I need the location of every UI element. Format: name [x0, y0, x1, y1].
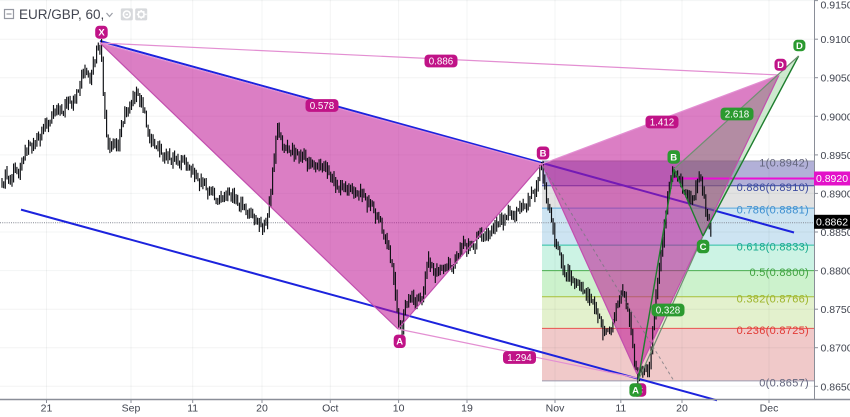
svg-text:0.236(0.8725): 0.236(0.8725)	[737, 325, 809, 337]
svg-text:0.786(0.8881): 0.786(0.8881)	[737, 205, 809, 217]
svg-text:0.8800: 0.8800	[821, 266, 850, 278]
svg-text:Dec: Dec	[760, 403, 779, 415]
svg-text:Nov: Nov	[546, 403, 565, 415]
svg-text:11: 11	[615, 403, 626, 415]
svg-text:0.8850: 0.8850	[821, 227, 850, 239]
svg-text:0.8700: 0.8700	[821, 343, 850, 355]
svg-text:D: D	[777, 60, 784, 71]
svg-text:19: 19	[461, 403, 473, 415]
svg-text:0.9050: 0.9050	[821, 73, 850, 85]
svg-text:0(0.8657): 0(0.8657)	[759, 377, 809, 389]
svg-text:20: 20	[256, 403, 268, 415]
svg-text:0.578: 0.578	[310, 101, 335, 112]
svg-text:1.294: 1.294	[507, 353, 532, 364]
svg-text:0.8862: 0.8862	[816, 216, 848, 228]
svg-text:0.8920: 0.8920	[816, 173, 848, 185]
svg-text:0.5(0.8800): 0.5(0.8800)	[749, 267, 809, 279]
svg-text:C: C	[700, 242, 707, 253]
svg-text:B: B	[540, 148, 547, 159]
svg-text:2.618: 2.618	[725, 110, 750, 121]
svg-text:1(0.8942): 1(0.8942)	[759, 158, 809, 170]
svg-text:0.9000: 0.9000	[821, 111, 850, 123]
svg-text:0.8950: 0.8950	[821, 150, 850, 162]
svg-text:10: 10	[393, 403, 405, 415]
svg-text:0.9100: 0.9100	[821, 34, 850, 46]
svg-text:Sep: Sep	[122, 403, 141, 415]
svg-text:21: 21	[41, 403, 53, 415]
svg-text:A: A	[632, 385, 639, 396]
svg-text:20: 20	[676, 403, 688, 415]
svg-text:0.8750: 0.8750	[821, 304, 850, 316]
svg-text:A: A	[396, 337, 403, 348]
svg-text:0.886(0.8910): 0.886(0.8910)	[737, 182, 809, 194]
svg-text:0.382(0.8766): 0.382(0.8766)	[737, 293, 809, 305]
svg-text:0.8650: 0.8650	[821, 381, 850, 393]
svg-text:0.618(0.8833): 0.618(0.8833)	[737, 242, 809, 254]
svg-text:0.8900: 0.8900	[821, 188, 850, 200]
svg-text:1.412: 1.412	[650, 118, 675, 129]
svg-text:Oct: Oct	[322, 403, 338, 415]
svg-text:11: 11	[187, 403, 198, 415]
svg-text:0.9150: 0.9150	[821, 0, 850, 12]
svg-text:0.886: 0.886	[429, 57, 454, 68]
svg-text:X: X	[98, 28, 105, 39]
svg-text:D: D	[796, 41, 803, 52]
svg-text:B: B	[670, 152, 677, 163]
svg-text:0.328: 0.328	[656, 306, 681, 317]
svg-text:EUR/GBP, 60,: EUR/GBP, 60,	[19, 7, 104, 22]
